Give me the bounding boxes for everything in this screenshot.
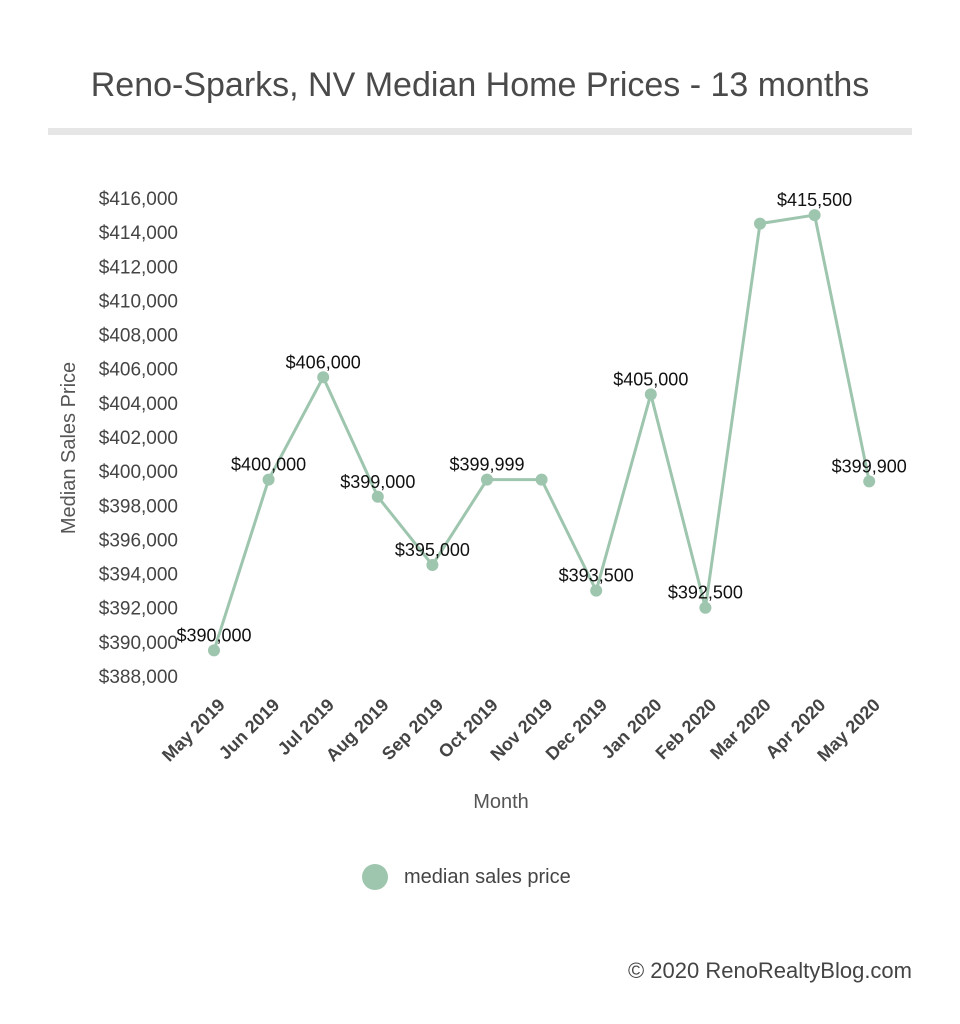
data-point[interactable] <box>535 473 548 486</box>
data-label: $399,900 <box>832 456 907 476</box>
data-point[interactable] <box>426 559 439 572</box>
data-point[interactable] <box>371 490 384 503</box>
y-tick-label: $388,000 <box>99 667 178 688</box>
y-tick-label: $400,000 <box>99 462 178 483</box>
x-axis-title: Month <box>473 791 529 813</box>
x-tick-label: Mar 2020 <box>706 695 775 764</box>
data-label: $415,500 <box>777 190 852 210</box>
data-label: $395,000 <box>395 540 470 560</box>
data-point[interactable] <box>644 388 657 401</box>
x-tick-label: Jun 2019 <box>215 695 284 764</box>
data-point[interactable] <box>590 584 603 597</box>
data-point[interactable] <box>863 475 876 488</box>
data-label: $390,000 <box>176 625 251 645</box>
data-label: $406,000 <box>286 352 361 372</box>
y-tick-label: $412,000 <box>99 257 178 278</box>
y-tick-label: $398,000 <box>99 496 178 517</box>
y-axis: $388,000 $390,000 $392,000 $394,000 $396,000… <box>99 189 178 688</box>
y-tick-label: $414,000 <box>99 223 178 244</box>
data-point[interactable] <box>262 473 275 486</box>
line-chart: $388,000 $390,000 $392,000 $394,000 $396,000… <box>58 189 907 813</box>
data-label: $393,500 <box>559 566 634 586</box>
y-axis-title: Median Sales Price <box>58 362 80 534</box>
data-point[interactable] <box>481 473 493 486</box>
y-tick-label: $402,000 <box>99 428 178 449</box>
data-label: $400,000 <box>231 455 306 475</box>
y-tick-label: $416,000 <box>99 189 178 210</box>
y-tick-label: $394,000 <box>99 565 178 586</box>
footer-credit: © 2020 RenoRealtyBlog.com <box>627 958 912 983</box>
chart-title: Reno-Sparks, NV Median Home Prices - 13 … <box>90 66 870 104</box>
data-label: $399,000 <box>340 472 415 492</box>
y-tick-label: $390,000 <box>99 633 178 654</box>
y-tick-label: $408,000 <box>99 326 178 347</box>
data-point[interactable] <box>699 601 712 614</box>
data-label: $405,000 <box>613 369 688 389</box>
y-tick-label: $404,000 <box>99 394 178 415</box>
series-layer: $390,000 $400,000 $406,000 $399,000 $395,000… <box>176 190 907 657</box>
data-label: $392,500 <box>668 583 743 603</box>
y-tick-label: $410,000 <box>99 291 178 312</box>
title-divider <box>48 128 912 135</box>
data-point[interactable] <box>754 217 766 230</box>
x-tick-label: May 2019 <box>158 695 229 766</box>
data-label: $399,999 <box>449 455 524 475</box>
data-point[interactable] <box>808 209 821 222</box>
legend: median sales price <box>362 862 571 892</box>
data-point[interactable] <box>208 644 220 657</box>
y-tick-label: $392,000 <box>99 599 178 620</box>
legend-swatch <box>362 864 388 890</box>
y-tick-label: $396,000 <box>99 530 178 551</box>
y-tick-label: $406,000 <box>99 360 178 381</box>
data-point[interactable] <box>317 371 330 384</box>
legend-label: median sales price <box>404 865 571 888</box>
series-line <box>212 213 871 651</box>
